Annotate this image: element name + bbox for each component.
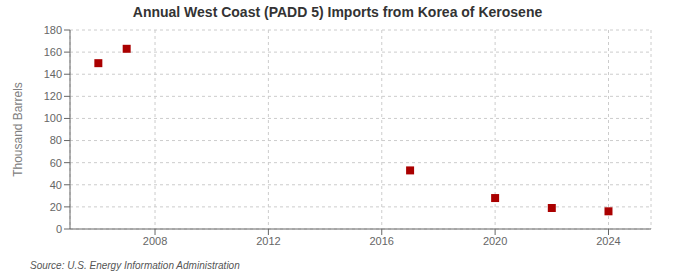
svg-text:60: 60 [50, 157, 62, 169]
svg-text:0: 0 [56, 223, 62, 235]
svg-text:120: 120 [44, 90, 62, 102]
html-text:Annual West Coast (PADD 5) Imp: Annual West Coast (PADD 5) Imports from … [132, 4, 543, 20]
svg-text:40: 40 [50, 179, 62, 191]
svg-text:180: 180 [44, 24, 62, 36]
svg-text:20: 20 [50, 201, 62, 213]
svg-text:2012: 2012 [256, 235, 280, 247]
svg-text:2016: 2016 [370, 235, 394, 247]
svg-text:80: 80 [50, 134, 62, 146]
svg-text:2024: 2024 [596, 235, 620, 247]
html-text:Source: U.S. Energy Informatio: Source: U.S. Energy Information Administ… [30, 260, 240, 271]
svg-text:2008: 2008 [143, 235, 167, 247]
svg-text:140: 140 [44, 68, 62, 80]
svg-text:2020: 2020 [483, 235, 507, 247]
svg-text:100: 100 [44, 112, 62, 124]
svg-text:160: 160 [44, 46, 62, 58]
svg-text:Thousand Barrels: Thousand Barrels [11, 82, 25, 177]
